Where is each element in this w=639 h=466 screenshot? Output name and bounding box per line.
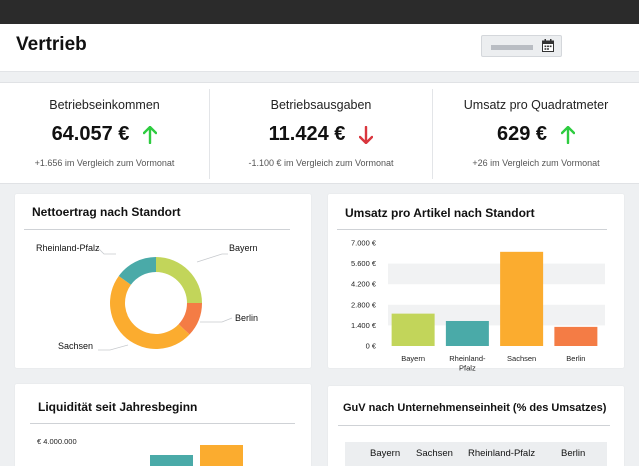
card-title: Nettoertrag nach Standort xyxy=(32,205,181,219)
page-title: Vertrieb xyxy=(16,34,87,55)
y-tick-label: 5.600 € xyxy=(351,259,377,268)
bar-sachsen xyxy=(500,251,544,346)
y-tick-label: 0 € xyxy=(366,342,377,351)
table-column-header: Bayern xyxy=(370,448,401,459)
grid-band xyxy=(388,304,605,326)
grid-band xyxy=(388,263,605,285)
date-picker[interactable] xyxy=(481,35,562,57)
y-tick-label: 7.000 € xyxy=(351,239,377,248)
liquidity-bar xyxy=(200,445,243,466)
leader-line xyxy=(98,344,129,351)
card-title-rule xyxy=(338,425,610,426)
x-tick-label: Berlin xyxy=(566,354,585,363)
y-tick-label: € 4.000.000 xyxy=(37,437,77,446)
date-value-placeholder xyxy=(491,45,533,50)
donut-label-rheinland-pfalz: Rheinland-Pfalz xyxy=(36,243,100,253)
donut-slice-sachsen xyxy=(109,275,190,350)
kpi-strip: Betriebseinkommen 64.057 € +1.656 im Ver… xyxy=(0,82,639,184)
leader-line xyxy=(196,253,228,263)
kpi-betriebsausgaben: Betriebsausgaben 11.424 € -1.100 € im Ve… xyxy=(210,83,432,185)
window-top-bar xyxy=(0,0,639,24)
kpi-betriebseinkommen: Betriebseinkommen 64.057 € +1.656 im Ver… xyxy=(0,83,209,185)
donut-slice-rheinland-pfalz xyxy=(118,257,156,285)
card-title: Umsatz pro Artikel nach Standort xyxy=(345,206,535,220)
kpi-value: 64.057 € xyxy=(51,123,130,145)
table-column-header: Rheinland-Pfalz xyxy=(468,448,536,459)
kpi-value: 11.424 € xyxy=(268,123,346,145)
donut-slice-berlin xyxy=(178,303,202,335)
liquidity-bar xyxy=(150,455,193,466)
table-header xyxy=(345,442,607,466)
kpi-title: Betriebseinkommen xyxy=(49,98,160,112)
kpi-umsatz-pro-qm: Umsatz pro Quadratmeter 629 € +26 im Ver… xyxy=(433,83,639,185)
table-column-header: Sachsen xyxy=(416,448,453,459)
bar-bayern xyxy=(391,313,435,346)
donut-label-bayern: Bayern xyxy=(229,243,258,253)
card-title: Liquidität seit Jahresbeginn xyxy=(38,400,198,414)
y-tick-label: 4.200 € xyxy=(351,280,377,289)
leader-line xyxy=(97,247,116,255)
donut-label-sachsen: Sachsen xyxy=(58,341,94,351)
x-tick-label: Bayern xyxy=(401,354,425,363)
kpi-title: Umsatz pro Quadratmeter xyxy=(463,98,609,112)
y-tick-label: 2.800 € xyxy=(351,300,377,309)
arrow-up-icon xyxy=(143,125,158,144)
donut-slice-bayern xyxy=(156,257,202,303)
kpi-comparison: +1.656 im Vergleich zum Vormonat xyxy=(34,158,175,168)
card-title-rule xyxy=(337,229,607,230)
bar-berlin xyxy=(554,326,598,346)
calendar-icon[interactable] xyxy=(542,39,554,52)
kpi-divider xyxy=(209,89,210,179)
card-title-rule xyxy=(24,229,290,230)
x-tick-label: Sachsen xyxy=(507,354,536,363)
donut-label-berlin: Berlin xyxy=(235,313,259,323)
kpi-comparison: -1.100 € im Vergleich zum Vormonat xyxy=(248,158,394,168)
kpi-divider xyxy=(432,89,433,179)
kpi-value: 629 € xyxy=(496,123,548,145)
kpi-title: Betriebsausgaben xyxy=(270,98,372,112)
arrow-up-icon xyxy=(561,125,576,144)
leader-line xyxy=(200,317,233,323)
x-tick-label: Rheinland- xyxy=(449,354,486,363)
arrow-down-icon xyxy=(359,125,374,144)
kpi-comparison: +26 im Vergleich zum Vormonat xyxy=(472,158,600,168)
y-tick-label: 1.400 € xyxy=(351,321,377,330)
card-title: GuV nach Unternehmenseinheit (% des Umsa… xyxy=(343,402,607,414)
bar-rheinland-pfalz xyxy=(445,320,489,346)
x-tick-label: Pfalz xyxy=(459,364,476,373)
card-liquiditaet xyxy=(15,384,311,466)
table-column-header: Berlin xyxy=(561,448,586,459)
page-header: Vertrieb xyxy=(0,24,639,72)
card-title-rule xyxy=(30,423,295,424)
